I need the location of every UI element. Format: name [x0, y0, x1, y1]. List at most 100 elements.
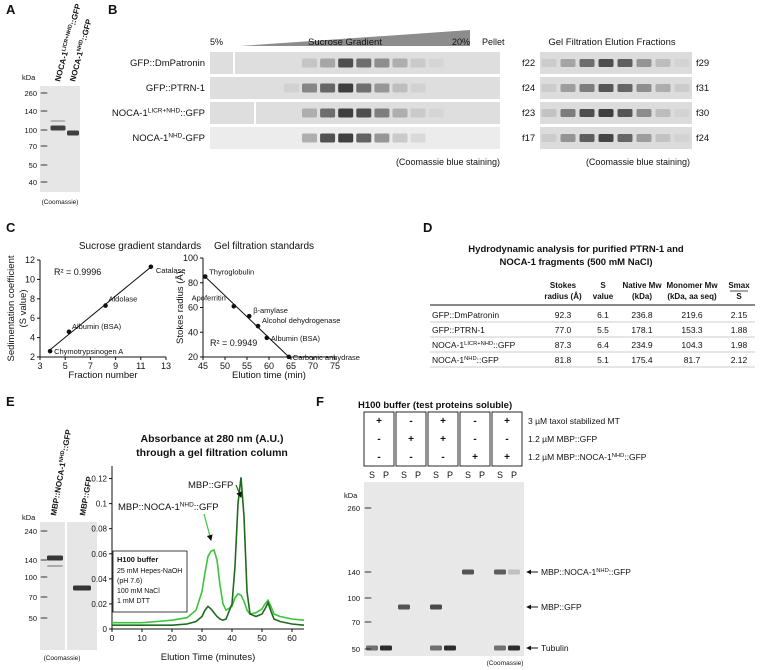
series-line	[112, 548, 305, 624]
gel-band	[40, 129, 48, 131]
text-part: ::GFP	[493, 340, 516, 350]
gel-band	[40, 181, 48, 183]
marker-label: 240	[24, 527, 37, 536]
condition-sign: -	[441, 452, 444, 463]
band-label: Tubulin	[541, 643, 569, 653]
gel-band	[392, 108, 408, 118]
text-part: MBP::GFP	[188, 480, 233, 491]
gel-band	[374, 58, 390, 68]
condition-box	[459, 411, 491, 467]
text-part: MBP::NOCA-1	[118, 502, 180, 513]
gel-band	[674, 109, 690, 117]
row-name: NOCA-1LICR+NHD::GFP	[432, 340, 516, 350]
y-tick-label: 60	[188, 303, 198, 313]
text-part: MBP::NOCA-1	[49, 461, 67, 516]
gel-band	[541, 109, 557, 117]
condition-box	[363, 411, 395, 467]
column-header: Smax	[728, 281, 750, 290]
gradient-title: Sucrose Gradient	[308, 37, 382, 48]
row-label: GFP::DmPatronin	[130, 58, 205, 69]
y-tick-label: 2	[30, 352, 35, 362]
gel-band	[428, 108, 444, 118]
condition-sign: +	[504, 416, 510, 427]
gel-band	[320, 133, 336, 143]
column-header: radius (Å)	[544, 292, 582, 301]
band-label: MBP::NOCA-1NHD::GFP	[541, 567, 631, 577]
superscript: LICR+NHD	[464, 341, 493, 347]
band-label: MBP::GFP	[541, 602, 582, 612]
gel-band	[364, 621, 372, 623]
marker-label: 50	[29, 161, 37, 170]
text-part: GFP::PTRN-1	[432, 325, 485, 335]
chart-title: through a gel filtration column	[136, 447, 288, 459]
gel-band	[410, 83, 426, 93]
cell: 81.7	[684, 355, 701, 365]
gel-band	[617, 59, 633, 67]
column-header: value	[593, 292, 614, 301]
marker-label: 100	[347, 594, 360, 603]
row-name: GFP::DmPatronin	[432, 310, 499, 320]
gel-band	[40, 145, 48, 147]
gel-band	[560, 59, 576, 67]
gel-band	[364, 597, 372, 599]
y-tick-label: 0	[103, 625, 108, 634]
gel-band	[655, 59, 671, 67]
gel-band	[560, 109, 576, 117]
buffer-title: H100 buffer	[117, 555, 158, 564]
y-tick-label: 4	[30, 333, 35, 343]
gel-band	[617, 109, 633, 117]
fraction-label: S	[497, 470, 503, 480]
fraction-end: f24	[696, 133, 709, 144]
x-tick-label: 50	[220, 361, 230, 371]
gel-band	[356, 58, 372, 68]
row-label: GFP::PTRN-1	[146, 83, 205, 94]
data-point	[66, 329, 72, 335]
buffer-line: (pH 7.6)	[117, 578, 142, 585]
column-header: Native Mw	[622, 281, 662, 290]
marker-label: 40	[29, 178, 37, 187]
x-tick-label: 30	[197, 633, 207, 643]
gel-band	[374, 83, 390, 93]
note: (Coomassie)	[44, 655, 81, 662]
marker-label: 100	[24, 126, 37, 135]
x-axis-label: Elution time (min)	[232, 370, 306, 381]
text-part: NOCA-1	[68, 50, 85, 82]
text-part: 1.2 µM MBP::GFP	[528, 434, 597, 444]
gel-filtration-title: Gel Filtration Elution Fractions	[548, 37, 675, 48]
fraction-start: f17	[522, 133, 535, 144]
text-part: NOCA-1	[112, 108, 148, 119]
gel-band	[302, 58, 317, 68]
marker-label: 50	[29, 614, 37, 623]
x-tick-label: 70	[308, 361, 318, 371]
gel	[210, 127, 500, 149]
cell: 1.88	[731, 325, 748, 335]
gel-band	[579, 134, 595, 142]
condition-sign: -	[409, 452, 412, 463]
gel-band	[40, 164, 48, 166]
marker-label: 70	[29, 593, 37, 602]
data-point	[103, 303, 108, 308]
point-label: Aldolase	[109, 295, 138, 304]
chart-title: Gel filtration standards	[214, 241, 314, 252]
gel-band	[636, 109, 652, 117]
fraction-label: P	[447, 470, 453, 480]
y-tick-label: 8	[30, 294, 35, 304]
marker-label: 140	[24, 107, 37, 116]
chart-title: Sucrose gradient standards	[79, 241, 201, 252]
gel-band	[40, 92, 48, 94]
condition-sign: -	[505, 434, 508, 445]
y-tick-label: 12	[25, 255, 35, 265]
cell: 1.98	[731, 340, 748, 350]
gel-band	[392, 83, 408, 93]
gel-band	[579, 59, 595, 67]
gel-band	[320, 58, 336, 68]
gel-band	[430, 604, 442, 610]
condition-box	[427, 411, 459, 467]
gel-band	[598, 84, 614, 92]
gel-band	[50, 125, 66, 131]
point-label: Thyroglobulin	[209, 268, 254, 277]
fraction-label: S	[433, 470, 439, 480]
fraction-label: P	[479, 470, 485, 480]
fraction-label: S	[465, 470, 471, 480]
fraction-end: f31	[696, 83, 709, 94]
